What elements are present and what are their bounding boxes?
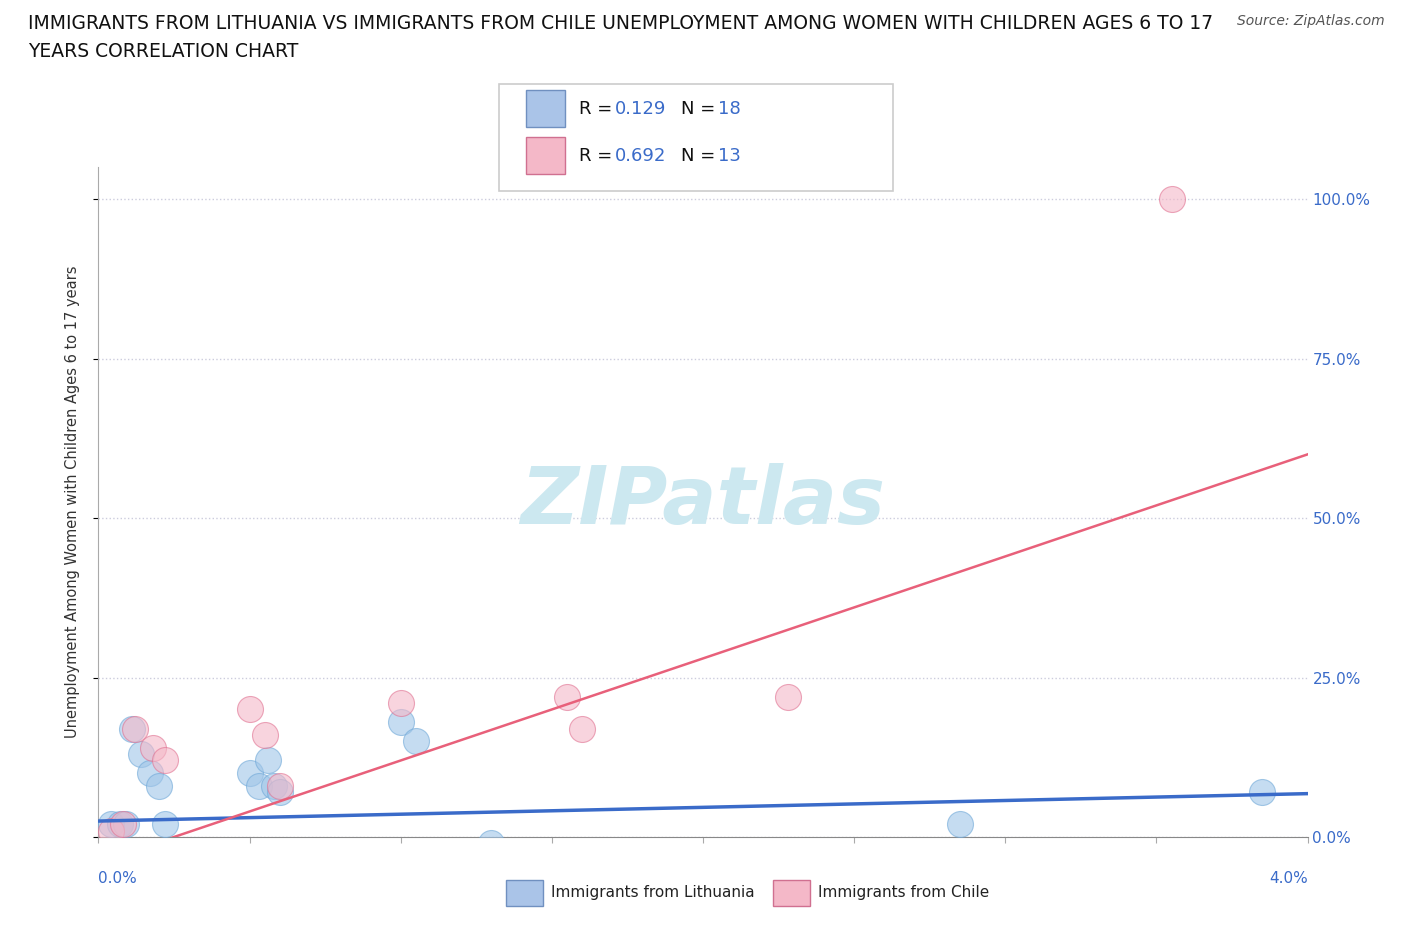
Y-axis label: Unemployment Among Women with Children Ages 6 to 17 years: Unemployment Among Women with Children A…	[65, 266, 80, 738]
Point	[247, 778, 270, 793]
Point	[114, 817, 136, 831]
Point	[100, 817, 122, 831]
Text: Immigrants from Lithuania: Immigrants from Lithuania	[551, 885, 755, 900]
Point	[100, 823, 122, 838]
Point	[1251, 785, 1274, 800]
Point	[555, 689, 578, 704]
Text: 13: 13	[718, 147, 741, 166]
Text: YEARS CORRELATION CHART: YEARS CORRELATION CHART	[28, 42, 298, 60]
Point	[1160, 192, 1182, 206]
Point	[121, 721, 143, 736]
Point	[239, 765, 262, 780]
Point	[108, 817, 131, 831]
Text: Source: ZipAtlas.com: Source: ZipAtlas.com	[1237, 14, 1385, 28]
Point	[124, 721, 146, 736]
Text: ZIPatlas: ZIPatlas	[520, 463, 886, 541]
Text: N =: N =	[681, 147, 714, 166]
Text: 4.0%: 4.0%	[1268, 871, 1308, 886]
Text: Immigrants from Chile: Immigrants from Chile	[818, 885, 990, 900]
Point	[269, 778, 291, 793]
Point	[571, 721, 593, 736]
Text: R =: R =	[579, 147, 613, 166]
Point	[776, 689, 799, 704]
Text: 18: 18	[718, 100, 741, 118]
Point	[389, 696, 412, 711]
Text: R =: R =	[579, 100, 613, 118]
Point	[139, 765, 162, 780]
Text: 0.692: 0.692	[614, 147, 666, 166]
Point	[153, 817, 176, 831]
Text: 0.129: 0.129	[614, 100, 666, 118]
Point	[256, 753, 278, 768]
Text: N =: N =	[681, 100, 714, 118]
Point	[949, 817, 972, 831]
Text: 0.0%: 0.0%	[98, 871, 138, 886]
Point	[389, 715, 412, 730]
Point	[481, 836, 503, 851]
Point	[129, 747, 152, 762]
Point	[253, 727, 276, 742]
Point	[148, 778, 170, 793]
Point	[239, 702, 262, 717]
Point	[263, 778, 285, 793]
Text: IMMIGRANTS FROM LITHUANIA VS IMMIGRANTS FROM CHILE UNEMPLOYMENT AMONG WOMEN WITH: IMMIGRANTS FROM LITHUANIA VS IMMIGRANTS …	[28, 14, 1213, 33]
Point	[111, 817, 134, 831]
Point	[269, 785, 291, 800]
Point	[142, 740, 165, 755]
Point	[153, 753, 176, 768]
Point	[405, 734, 427, 749]
